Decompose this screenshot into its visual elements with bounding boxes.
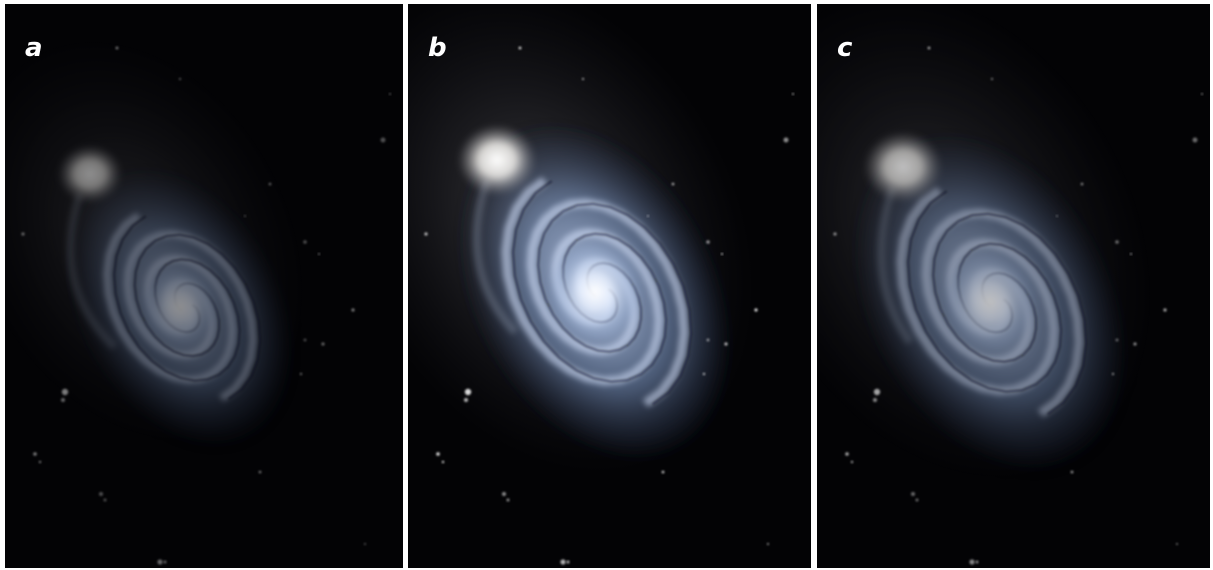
star	[157, 559, 162, 564]
star	[179, 78, 181, 80]
star	[1193, 138, 1198, 143]
star	[321, 342, 324, 345]
star	[647, 215, 649, 217]
star	[442, 461, 444, 463]
star	[519, 47, 522, 50]
star	[1071, 471, 1074, 474]
star	[1115, 240, 1119, 244]
galaxy-core	[942, 250, 1038, 354]
star	[507, 499, 510, 502]
star	[33, 452, 37, 456]
star	[672, 183, 675, 186]
page: abc (() => { const data = JSON.parse(doc…	[0, 0, 1213, 570]
star	[389, 93, 391, 95]
star	[424, 232, 427, 235]
star	[164, 561, 167, 564]
panel-label: b	[428, 33, 447, 63]
star	[567, 561, 570, 564]
star	[62, 389, 68, 395]
star	[318, 253, 320, 255]
figure: a b c	[0, 0, 1213, 570]
star	[381, 138, 386, 143]
star	[969, 559, 974, 564]
companion-galaxy	[457, 124, 537, 196]
panel: a	[0, 0, 403, 568]
star	[873, 398, 877, 402]
star	[1176, 543, 1178, 545]
star	[721, 253, 723, 255]
star	[1130, 253, 1132, 255]
star	[754, 308, 757, 311]
star	[662, 471, 665, 474]
star	[851, 461, 853, 463]
star	[874, 389, 880, 395]
star	[1163, 308, 1166, 311]
star	[351, 308, 354, 311]
star	[707, 339, 710, 342]
companion-galaxy	[863, 131, 943, 203]
star	[1133, 342, 1136, 345]
star	[724, 342, 727, 345]
star	[833, 232, 836, 235]
star	[304, 339, 307, 342]
star	[928, 47, 931, 50]
star	[582, 78, 584, 80]
star	[39, 461, 41, 463]
star	[792, 93, 794, 95]
star	[991, 78, 993, 80]
star	[502, 492, 506, 496]
star	[1116, 339, 1119, 342]
star	[99, 492, 103, 496]
star	[116, 47, 119, 50]
star	[1081, 183, 1084, 186]
panel-label: a	[25, 33, 43, 63]
star	[244, 215, 246, 217]
companion-galaxy	[57, 144, 123, 203]
star	[364, 543, 366, 545]
star	[1112, 373, 1114, 375]
star	[104, 499, 107, 502]
star	[303, 240, 307, 244]
star	[784, 138, 789, 143]
star	[976, 561, 979, 564]
star	[1201, 93, 1203, 95]
panel-label: c	[837, 33, 853, 63]
star	[465, 389, 471, 395]
star	[767, 543, 769, 545]
star	[916, 499, 919, 502]
galaxy-core	[547, 240, 643, 344]
star	[21, 232, 24, 235]
star	[269, 183, 272, 186]
star	[1056, 215, 1058, 217]
star	[911, 492, 915, 496]
star	[703, 373, 705, 375]
star	[259, 471, 262, 474]
star	[300, 373, 302, 375]
star	[845, 452, 849, 456]
star	[560, 559, 565, 564]
star	[436, 452, 440, 456]
star	[464, 398, 468, 402]
star	[61, 398, 65, 402]
star	[706, 240, 710, 244]
galaxy-core	[141, 264, 220, 349]
